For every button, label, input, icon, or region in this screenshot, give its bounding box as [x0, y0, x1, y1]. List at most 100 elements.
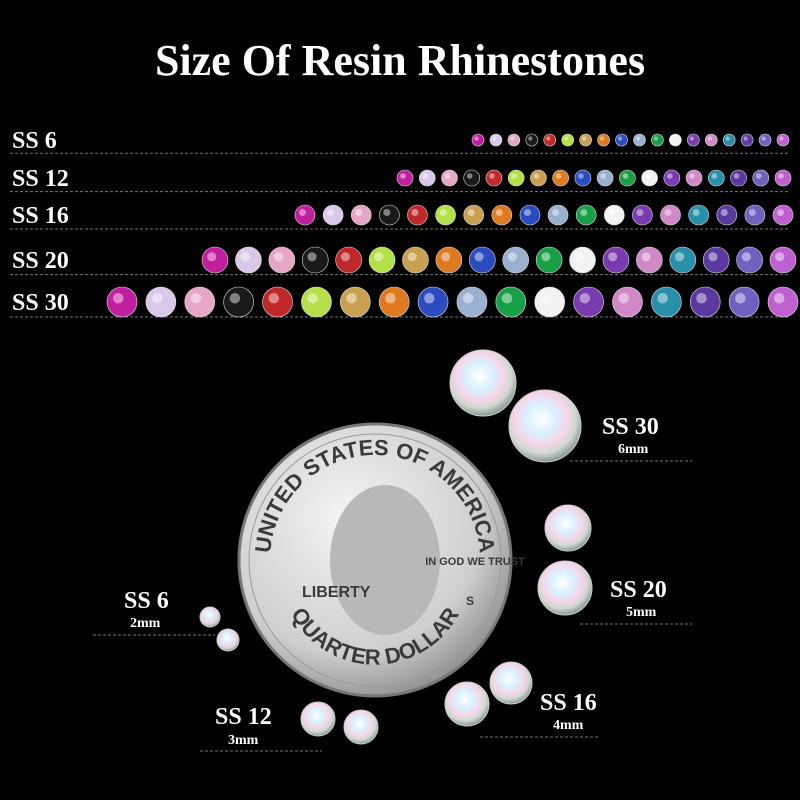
stone [396, 169, 414, 187]
stone [728, 286, 760, 318]
stone-shine [599, 136, 605, 141]
coin-mint: S [466, 594, 474, 608]
stone-shine [299, 209, 306, 216]
stone [561, 133, 575, 147]
stone-shine [327, 209, 335, 216]
coin-motto: IN GOD WE TRUST [425, 556, 525, 568]
title: Size Of Resin Rhinestones [155, 36, 645, 85]
stone-shine [644, 173, 651, 179]
stone [612, 286, 643, 318]
row-label: SS 20 [12, 248, 69, 274]
stone-shine [741, 252, 751, 262]
stone-shine [229, 293, 241, 304]
stone-shine [720, 209, 728, 216]
stone-shine [671, 136, 676, 141]
stone-shine [346, 293, 357, 304]
stone-shine [207, 252, 217, 262]
stone-shine [540, 293, 552, 304]
stone [435, 204, 456, 226]
stone [322, 204, 344, 226]
stone-shine [622, 173, 629, 179]
stone [379, 204, 400, 226]
stone [597, 133, 610, 147]
stone-shine [608, 209, 616, 216]
stone [569, 246, 596, 274]
stone [752, 169, 770, 187]
stone [552, 169, 569, 187]
stone [574, 169, 592, 187]
stone-shine [692, 209, 700, 216]
stone-shine [653, 136, 659, 141]
stone-shine [689, 136, 694, 141]
stone [596, 169, 614, 187]
stone-shine [467, 209, 475, 216]
stone [547, 204, 569, 226]
stone [468, 246, 496, 274]
stone [402, 246, 429, 274]
stone-shine [240, 252, 250, 262]
stone [184, 286, 216, 318]
stone [201, 246, 229, 274]
stone [769, 246, 797, 274]
stone [456, 286, 488, 318]
stone [368, 246, 396, 274]
stone [534, 286, 566, 318]
stone [651, 133, 664, 147]
stone-shine [552, 209, 560, 216]
clear-stones [199, 349, 593, 745]
stone-shine [708, 252, 718, 262]
stone-shine [743, 136, 748, 141]
size-mm: 3mm [228, 733, 259, 748]
stone [535, 246, 563, 274]
stone [262, 286, 293, 318]
stone-shine [748, 209, 756, 216]
stone-shine [774, 293, 785, 304]
stone-shine [422, 173, 429, 179]
stone-shine [268, 293, 280, 304]
stone [301, 286, 332, 318]
stone [407, 204, 428, 226]
stone-shine [190, 293, 202, 304]
size-labels: SS 30 6mm SS 20 5mm SS 16 4mm SS 12 3mm … [93, 414, 692, 752]
stone [463, 204, 485, 226]
stone [301, 246, 329, 274]
size-mm: 5mm [626, 605, 657, 620]
stone [633, 133, 646, 147]
stone [663, 169, 681, 187]
stone [641, 169, 658, 187]
stone-shine [578, 173, 584, 179]
stone-shine [411, 209, 419, 216]
stone [669, 246, 697, 274]
stone-shine [507, 252, 518, 262]
stone-shine [113, 293, 124, 304]
stone [651, 286, 682, 318]
stone-shine [641, 252, 651, 262]
size-label: SS 12 [215, 704, 272, 730]
stone [418, 169, 436, 187]
stone [335, 246, 362, 274]
stone-shine [424, 293, 435, 304]
size-label: SS 16 [540, 690, 597, 716]
size-mm: 6mm [618, 442, 649, 457]
stone-shine [657, 293, 668, 304]
stone [507, 169, 525, 187]
stone [730, 169, 747, 187]
stone-shine [735, 293, 746, 304]
stone [435, 246, 463, 274]
stone [740, 133, 754, 147]
stone-shine [779, 136, 784, 141]
size-mm: 2mm [130, 616, 161, 631]
stone [660, 204, 681, 226]
stone-shine [489, 173, 495, 179]
stone-shine [400, 173, 406, 179]
stone [339, 286, 371, 318]
stone-shine [492, 136, 497, 141]
row-label: SS 16 [12, 203, 69, 229]
stone [669, 133, 682, 147]
stone-shine [407, 252, 417, 262]
coin-liberty: LIBERTY [302, 584, 371, 601]
stone [688, 204, 709, 226]
stone-shine [340, 252, 350, 262]
stone [268, 246, 296, 274]
